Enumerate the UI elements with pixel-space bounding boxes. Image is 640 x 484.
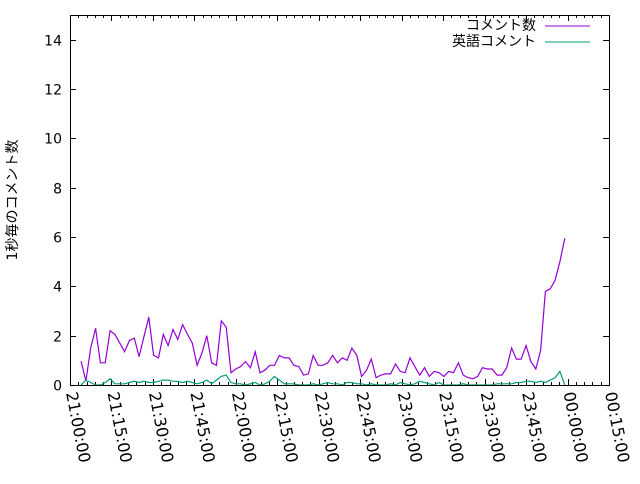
plot-frame: [71, 16, 610, 386]
y-tick-label: 12: [44, 83, 62, 99]
y-axis-label: 1秒毎のコメント数: [5, 140, 21, 261]
x-tick-label: 22:45:00: [352, 390, 384, 464]
legend-label-comments: コメント数: [466, 18, 536, 34]
y-tick-label: 0: [53, 379, 62, 395]
x-tick-label: 23:30:00: [477, 390, 509, 464]
x-tick-label: 22:15:00: [269, 390, 301, 464]
y-tick-label: 8: [53, 182, 62, 198]
axes: 0 2 4 6 8 10 12 14 21:00:00 21:15:00 21:30:00 21:45…: [44, 15, 633, 464]
x-tick-label: 00:15:00: [601, 390, 633, 464]
y-tick-label: 2: [53, 330, 62, 346]
x-tick-label: 22:00:00: [228, 390, 260, 464]
x-tick-label: 23:45:00: [518, 390, 550, 464]
series-layer: [81, 238, 565, 385]
x-tick-label: 00:00:00: [560, 390, 592, 464]
x-tick-label: 23:00:00: [394, 390, 426, 464]
y-tick-label: 10: [44, 132, 62, 148]
y-tick-label: 6: [53, 231, 62, 247]
x-tick-label: 21:30:00: [145, 390, 177, 464]
x-tick-label: 21:15:00: [104, 390, 136, 464]
legend-label-english-comments: 英語コメント: [452, 33, 536, 50]
x-tick-label: 22:30:00: [311, 390, 343, 464]
y-tick-label: 14: [44, 34, 62, 50]
legend: コメント数 英語コメント: [452, 18, 590, 50]
x-tick-label: 21:45:00: [186, 390, 218, 464]
x-tick-label: 21:00:00: [62, 390, 94, 464]
series-line-1: [81, 371, 565, 385]
x-tick-label: 23:15:00: [435, 390, 467, 464]
series-line-0: [81, 238, 565, 381]
y-tick-label: 4: [53, 280, 62, 296]
